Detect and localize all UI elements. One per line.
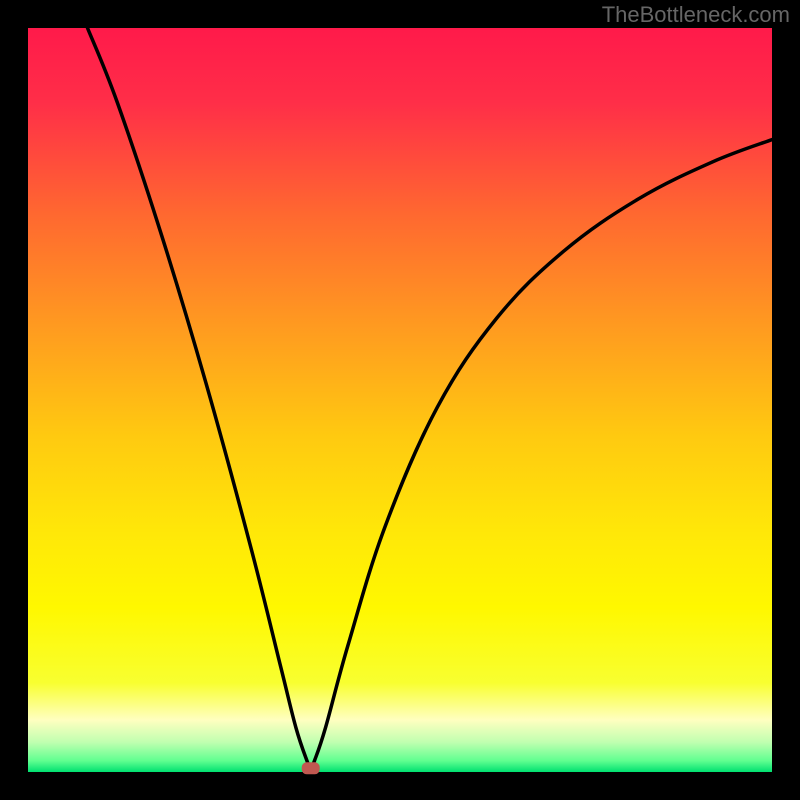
minimum-marker [302, 762, 320, 774]
watermark-text: TheBottleneck.com [602, 2, 790, 28]
chart-container: TheBottleneck.com [0, 0, 800, 800]
bottleneck-chart [0, 0, 800, 800]
plot-background [28, 28, 772, 772]
